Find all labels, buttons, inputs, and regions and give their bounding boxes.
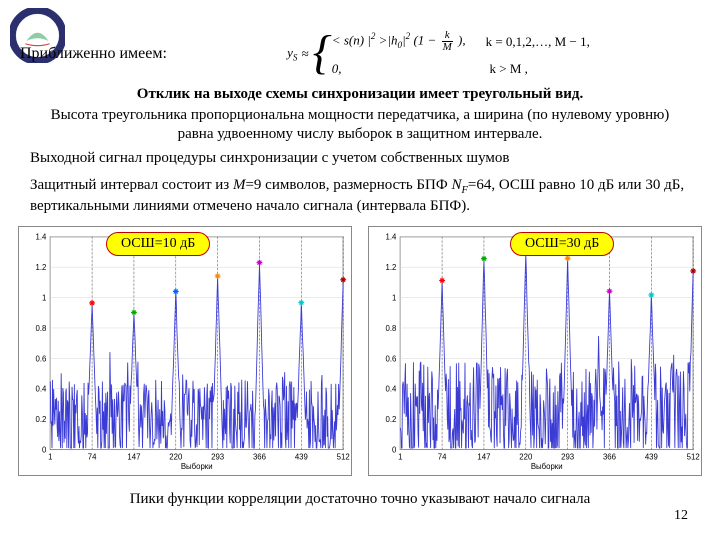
svg-text:1.4: 1.4 — [35, 233, 47, 242]
svg-text:512: 512 — [687, 452, 700, 461]
triangle-desc: Высота треугольника пропорциональна мощн… — [40, 106, 680, 144]
svg-text:74: 74 — [438, 452, 447, 461]
output-signal-text: Выходной сигнал процедуры синхронизации … — [30, 150, 680, 167]
svg-text:293: 293 — [211, 452, 224, 461]
chart-left-wrap: ОСШ=10 дБ 1 74 147 220 293 366 439 512 0 0.2 0.4 0.… — [18, 226, 352, 481]
svg-text:1: 1 — [392, 294, 396, 303]
svg-text:0: 0 — [42, 446, 47, 455]
chart-right-wrap: ОСШ=30 дБ 1 74 147 220 293 366 439 512 0 0.2 0.4 0.… — [368, 226, 702, 481]
svg-text:Выборки: Выборки — [531, 462, 563, 471]
svg-text:1: 1 — [48, 452, 52, 461]
response-heading: Отклик на выходе схемы синхронизации име… — [40, 86, 680, 103]
correlation-chart-10db: 1 74 147 220 293 366 439 512 0 0.2 0.4 0.6 0.8 1 1.2 1.… — [18, 226, 352, 476]
svg-text:147: 147 — [127, 452, 140, 461]
svg-text:220: 220 — [519, 452, 533, 461]
svg-text:366: 366 — [603, 452, 616, 461]
bottom-caption: Пики функции корреляции достаточно точно… — [0, 491, 720, 508]
svg-text:293: 293 — [561, 452, 574, 461]
page-number: 12 — [674, 508, 688, 524]
svg-text:1.2: 1.2 — [385, 263, 396, 272]
svg-text:74: 74 — [88, 452, 97, 461]
svg-text:147: 147 — [477, 452, 490, 461]
guard-interval-text: Защитный интервал состоит из M=9 символо… — [30, 176, 690, 216]
svg-text:1: 1 — [398, 452, 402, 461]
formula: yS ≈ { < s(n) |2 >|h0|2 (1 − kM ), k = 0… — [177, 30, 700, 77]
formula-row: Приближенно имеем: yS ≈ { < s(n) |2 >|h0… — [20, 30, 700, 77]
svg-text:439: 439 — [645, 452, 658, 461]
svg-text:0.2: 0.2 — [35, 415, 46, 424]
svg-text:0.2: 0.2 — [385, 415, 396, 424]
svg-text:0.6: 0.6 — [35, 354, 46, 363]
svg-text:0: 0 — [392, 446, 397, 455]
svg-text:1: 1 — [42, 294, 46, 303]
charts-container: ОСШ=10 дБ 1 74 147 220 293 366 439 512 0 0.2 0.4 0.… — [18, 226, 702, 481]
svg-text:0.4: 0.4 — [35, 385, 47, 394]
svg-text:366: 366 — [253, 452, 266, 461]
svg-text:1.2: 1.2 — [35, 263, 46, 272]
svg-text:220: 220 — [169, 452, 183, 461]
svg-text:0.4: 0.4 — [385, 385, 397, 394]
svg-text:1.4: 1.4 — [385, 233, 397, 242]
snr-badge-right: ОСШ=30 дБ — [510, 232, 614, 256]
snr-badge-left: ОСШ=10 дБ — [106, 232, 210, 256]
svg-text:0.8: 0.8 — [385, 324, 396, 333]
approx-label: Приближенно имеем: — [20, 45, 167, 63]
svg-text:Выборки: Выборки — [181, 462, 213, 471]
svg-text:512: 512 — [337, 452, 350, 461]
correlation-chart-30db: 1 74 147 220 293 366 439 512 0 0.2 0.4 0.6 0.8 1 1.2 1.… — [368, 226, 702, 476]
svg-text:439: 439 — [295, 452, 308, 461]
svg-text:0.8: 0.8 — [35, 324, 46, 333]
svg-text:0.6: 0.6 — [385, 354, 396, 363]
